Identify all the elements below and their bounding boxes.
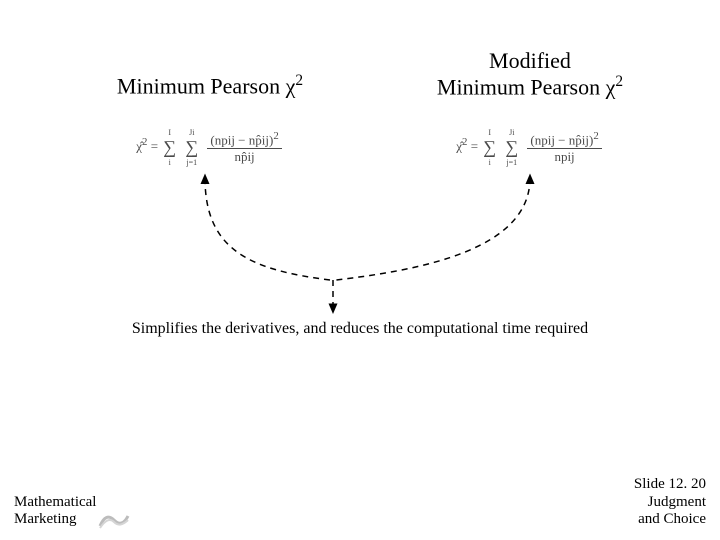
heading-right-sup: 2 — [615, 73, 623, 90]
heading-modified-minimum-pearson: Modified Minimum Pearson χ2 — [390, 48, 670, 100]
footer-right: Slide 12. 20 Judgment and Choice — [634, 476, 706, 528]
formula-right: χ̂2 = I∑i Ji∑j=1 (npij − np̂ij)2 npij — [415, 120, 645, 175]
footer-right-line2: Judgment — [648, 494, 706, 510]
heading-right-line1: Modified — [489, 48, 571, 73]
formula-left: χ̂2 = I∑i Ji∑j=1 (npij − np̂ij)2 np̂ij — [105, 120, 315, 175]
heading-left-text: Minimum Pearson χ — [117, 73, 295, 98]
heading-right-line2: Minimum Pearson χ — [437, 75, 615, 100]
caption-text: Simplifies the derivatives, and reduces … — [0, 320, 720, 338]
logo-icon — [98, 510, 130, 530]
footer-left: Mathematical Marketing — [14, 494, 96, 529]
footer-left-line1: Mathematical — [14, 494, 96, 510]
footer-right-line3: and Choice — [638, 511, 706, 527]
footer-right-line1: Slide 12. 20 — [634, 476, 706, 492]
formula-right-content: χ̂2 = I∑i Ji∑j=1 (npij − np̂ij)2 npij — [456, 128, 603, 167]
heading-minimum-pearson: Minimum Pearson χ2 — [90, 72, 330, 99]
converging-arrows — [0, 170, 720, 330]
heading-left-sup: 2 — [295, 72, 303, 89]
footer-left-line2: Marketing — [14, 511, 76, 527]
formula-left-content: χ̂2 = I∑i Ji∑j=1 (npij − np̂ij)2 np̂ij — [136, 128, 283, 167]
